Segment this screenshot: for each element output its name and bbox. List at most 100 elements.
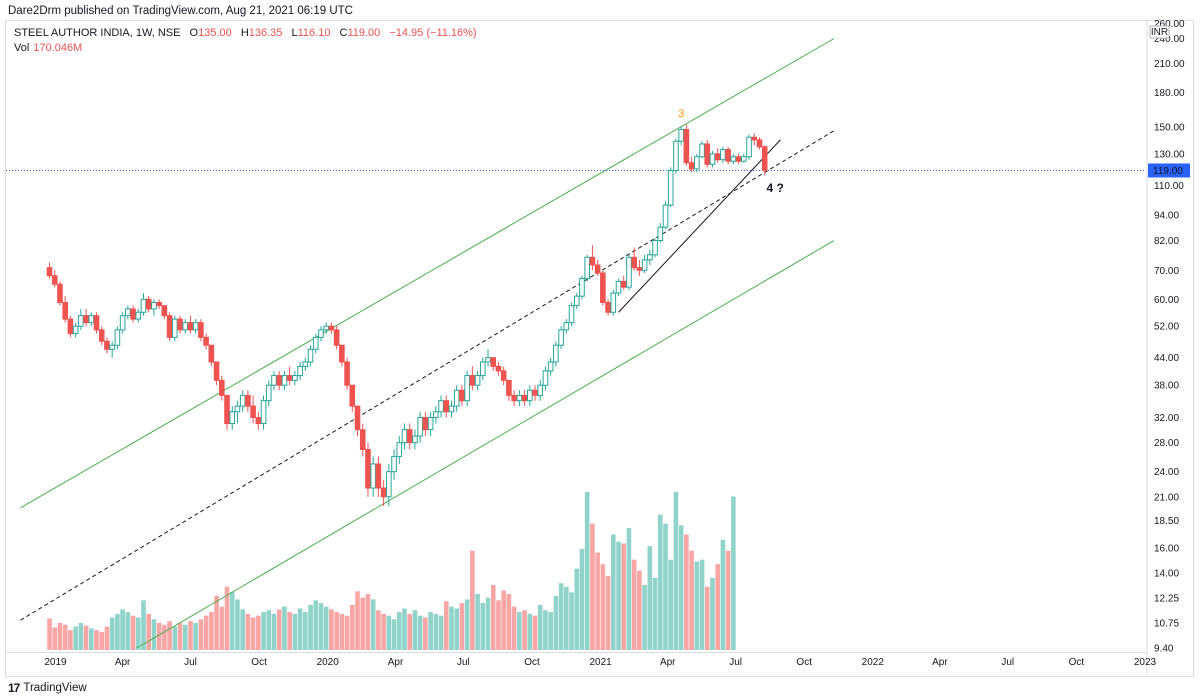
candle	[281, 370, 288, 391]
trendlines	[20, 38, 835, 649]
candle	[741, 153, 747, 163]
y-tick-label: 18.50	[1154, 516, 1179, 527]
candle-body	[443, 400, 450, 413]
candle-body	[229, 411, 236, 425]
candle	[600, 270, 606, 306]
candle-body	[187, 322, 194, 331]
candle-body	[427, 417, 434, 431]
chart-frame[interactable]	[5, 20, 1194, 677]
candle-body	[479, 361, 486, 377]
candle-body	[234, 405, 241, 413]
candle-body	[709, 153, 716, 165]
volume-bar	[517, 612, 522, 650]
trendline-channel-mid	[20, 130, 835, 621]
candle-body	[78, 315, 84, 327]
tradingview-logo-icon[interactable]: 17	[8, 681, 20, 695]
candle-body	[620, 280, 627, 288]
candle	[119, 312, 126, 334]
volume-bar	[203, 615, 209, 650]
volume-bar	[490, 584, 496, 650]
candle	[547, 357, 554, 376]
candle-body	[391, 456, 397, 473]
candle-body	[667, 169, 674, 206]
y-tick-label: 70.00	[1154, 266, 1179, 277]
candle	[761, 145, 768, 176]
candle	[344, 357, 350, 391]
candle-body	[208, 344, 215, 363]
volume-bar	[626, 528, 632, 650]
candle-body	[594, 264, 601, 274]
candle-body	[172, 318, 178, 338]
candle	[683, 124, 690, 166]
candle	[704, 139, 711, 168]
candle	[234, 400, 241, 424]
volume-bar	[600, 564, 606, 650]
candle	[192, 319, 199, 334]
candle-body	[161, 305, 168, 317]
candle-body	[735, 156, 742, 162]
candle-body	[192, 322, 199, 331]
volume-bar	[329, 609, 334, 650]
candle	[239, 390, 246, 412]
volume-bar	[318, 603, 324, 650]
volume-bar	[334, 612, 339, 650]
candle	[579, 275, 585, 300]
volume-bar	[266, 610, 272, 650]
candle-body	[600, 272, 606, 303]
volume-bar	[725, 550, 731, 650]
volume-bar	[485, 597, 491, 650]
candle	[140, 293, 147, 316]
candle	[636, 259, 643, 276]
candle-body	[631, 256, 637, 269]
candle-body	[720, 149, 726, 161]
legend-close-value: 119.00	[347, 27, 381, 39]
candle-body	[62, 301, 68, 320]
candle	[229, 406, 236, 430]
candle-body	[328, 325, 335, 331]
volume-bar	[595, 552, 600, 650]
candle	[213, 361, 220, 386]
volume-bar	[209, 612, 214, 650]
candle-body	[511, 394, 517, 402]
candle	[156, 299, 162, 309]
volume-bar	[198, 619, 204, 650]
candle	[276, 370, 283, 391]
candle	[610, 290, 617, 316]
y-tick-label: 82.00	[1154, 236, 1179, 247]
candle	[401, 423, 408, 450]
candle-body	[255, 417, 262, 425]
volume-bar	[684, 534, 689, 650]
volume-bar	[172, 626, 178, 650]
candle	[151, 299, 157, 316]
volume-bar	[506, 594, 512, 650]
candle	[187, 315, 194, 334]
x-tick-label: 2020	[317, 657, 340, 668]
candle-body	[354, 405, 361, 431]
volume-bar	[647, 546, 653, 650]
volume-bar	[558, 583, 564, 650]
candle-body	[610, 292, 617, 313]
candle	[318, 326, 324, 342]
candle	[573, 293, 580, 309]
candle	[333, 326, 340, 350]
volume-bar	[235, 599, 240, 650]
footer-brand[interactable]: TradingView	[23, 682, 87, 694]
volume-bar	[715, 564, 721, 650]
legend-volume: Vol 170.046M	[14, 42, 82, 54]
volume-bar	[652, 577, 658, 650]
candle	[208, 344, 215, 367]
legend-high-label: H	[240, 27, 249, 39]
candle	[386, 463, 392, 506]
candle	[537, 380, 544, 401]
y-tick-label: 52.00	[1154, 322, 1179, 333]
candle-body	[177, 318, 183, 331]
volume-bar	[224, 586, 230, 650]
candle-body	[401, 429, 408, 444]
volume-bar	[678, 525, 684, 650]
volume-bar	[370, 599, 376, 650]
candle-body	[761, 146, 768, 171]
candle	[166, 312, 173, 342]
trendline-channel-lower	[136, 240, 835, 649]
candle	[396, 436, 403, 464]
